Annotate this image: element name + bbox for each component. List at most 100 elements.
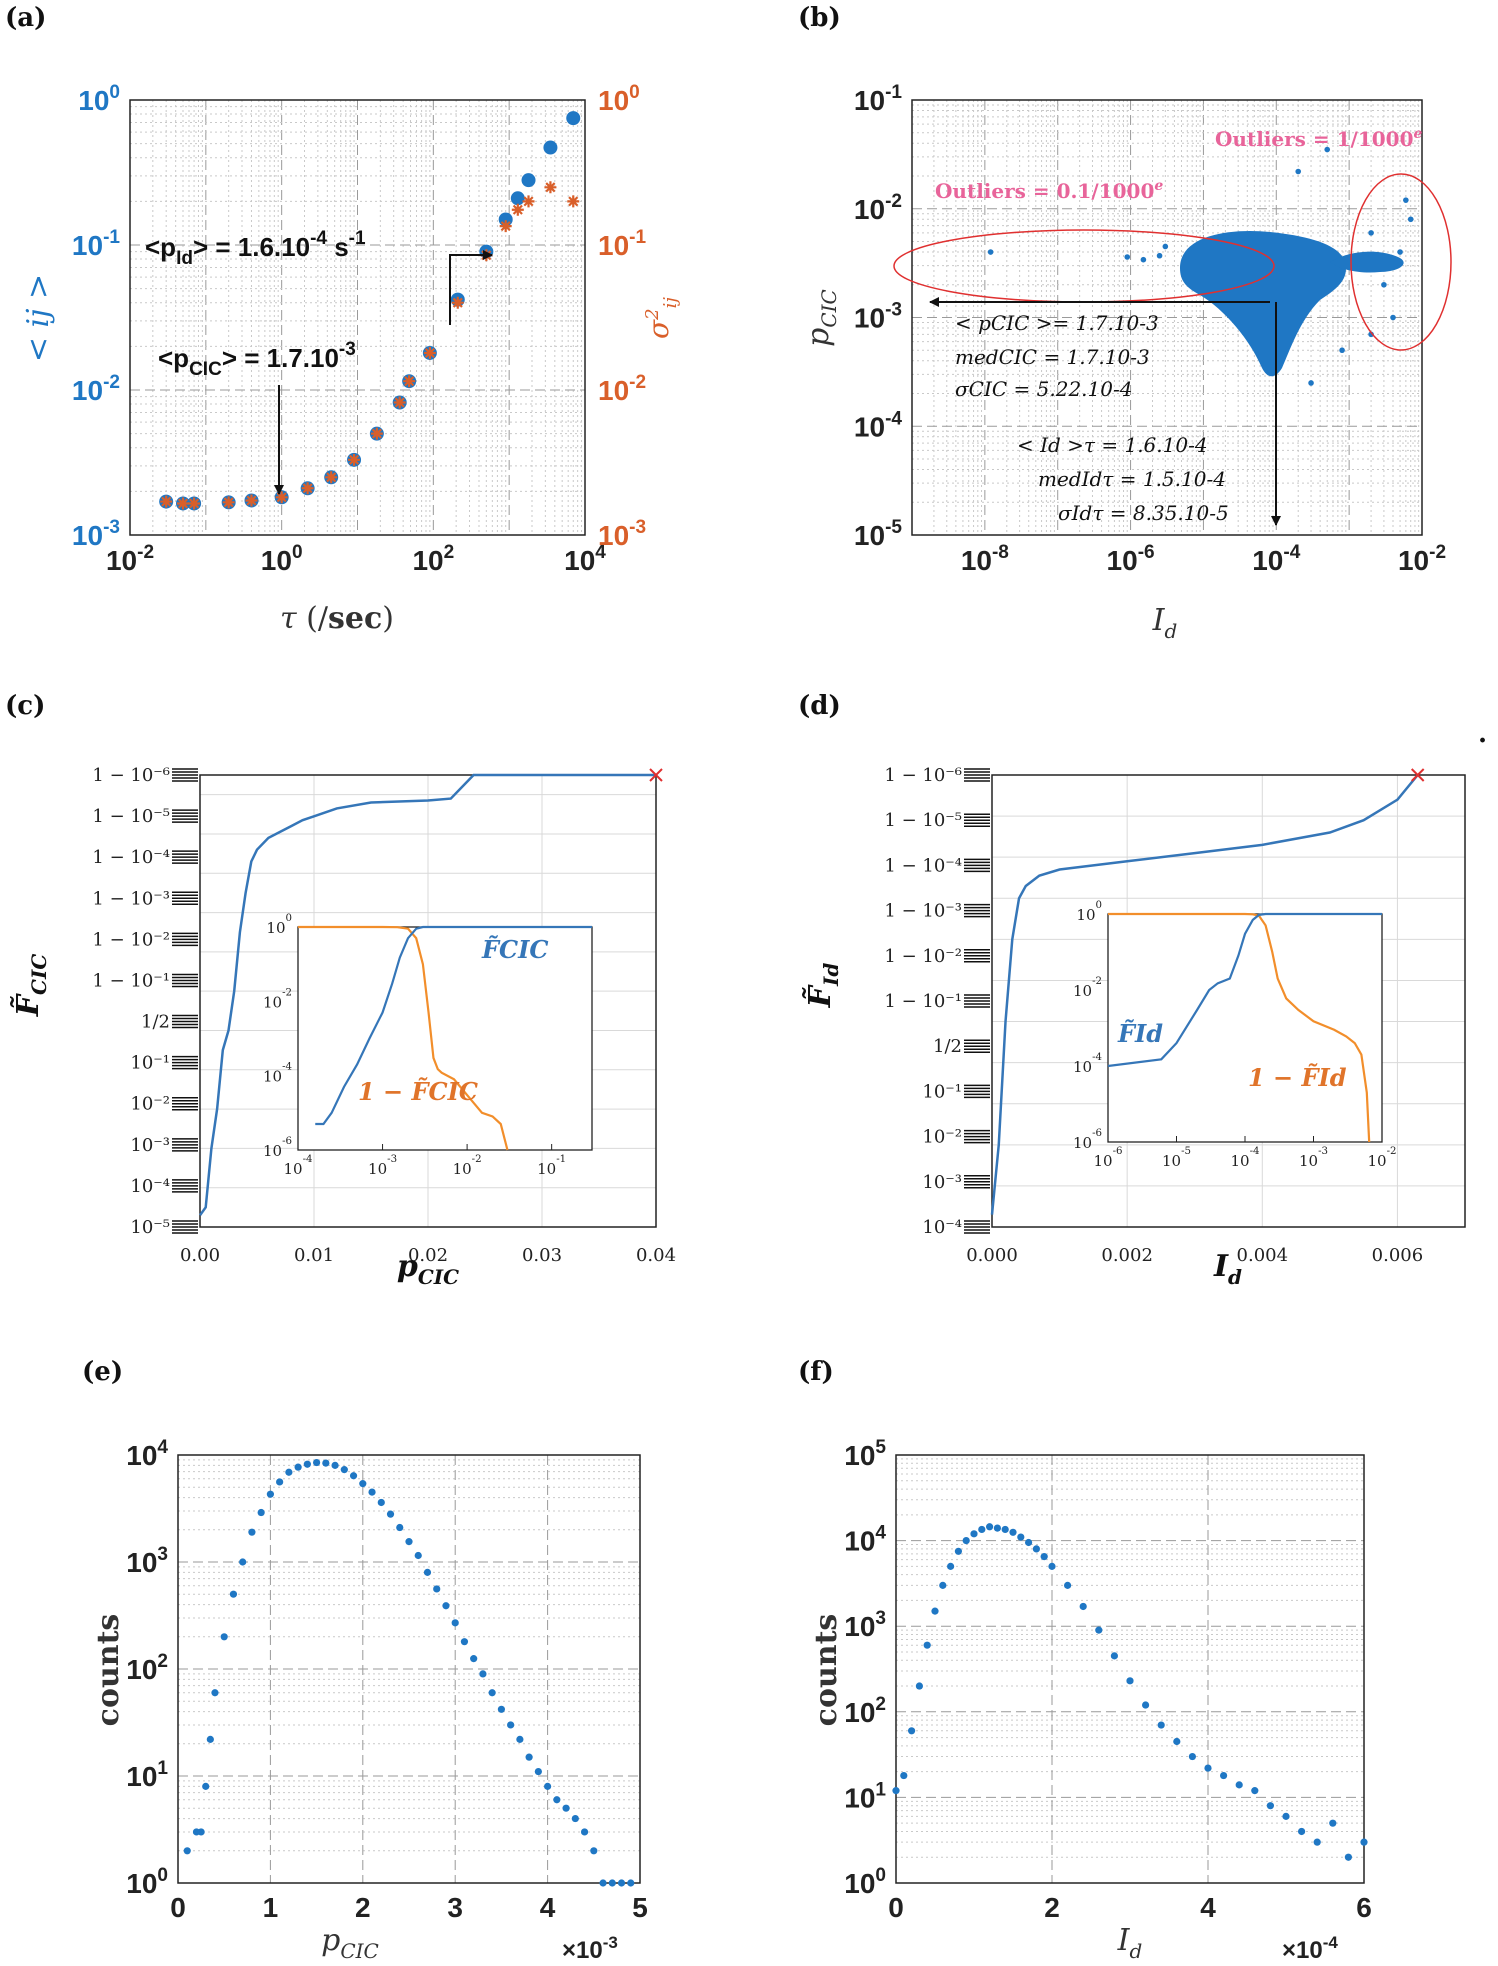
panel-d-chart: 0.000 0.002 0.004 0.006 1 − 10⁻⁶ 1 − 10⁻⁵ 1 − … xyxy=(803,765,1466,1289)
hist-point xyxy=(947,1562,955,1570)
x-tick-label: 2 xyxy=(1044,1892,1060,1923)
x-tick-label: 10-8 xyxy=(961,542,1009,576)
x-tick-label: 0 xyxy=(888,1892,904,1923)
point-sigma xyxy=(511,203,524,216)
y-tick-label: 1/2 xyxy=(141,1012,170,1033)
y-tick-label: 103 xyxy=(844,1608,886,1642)
point-sigma xyxy=(348,453,361,466)
inset-legend-ccdf: 1 − F̃Id xyxy=(1248,1063,1347,1092)
hist-point xyxy=(423,1568,432,1576)
hist-point xyxy=(915,1682,924,1690)
y-tick-label: 1 − 10⁻³ xyxy=(884,901,962,922)
cdf-line xyxy=(990,774,1419,1215)
hist-point xyxy=(970,1530,978,1538)
hist-point xyxy=(488,1689,496,1697)
hist-point xyxy=(285,1468,293,1476)
hist-point xyxy=(377,1498,385,1507)
hist-point xyxy=(939,1581,947,1589)
hist-point xyxy=(220,1633,228,1641)
hist-point xyxy=(544,1782,552,1790)
y-tick-label: 10⁻² xyxy=(922,1127,962,1148)
x-tick-label: 10-4 xyxy=(1252,542,1300,576)
point-sigma xyxy=(403,375,416,388)
hist-point xyxy=(599,1879,607,1887)
panel-c-ticks: 0.00 0.01 0.02 0.03 0.04 1 − 10⁻⁶ 1 − 10⁻⁵ 1 − … xyxy=(92,765,676,1266)
outlier-point xyxy=(1162,243,1169,250)
hist-point xyxy=(202,1782,210,1790)
inset-x-tick-label: 10-4 xyxy=(1230,1146,1259,1170)
y-tick-label: 1 − 10⁻⁴ xyxy=(92,847,170,868)
point-sigma xyxy=(245,494,258,507)
inset-frame xyxy=(1107,913,1383,1143)
hist-point xyxy=(497,1705,505,1713)
max-cross-mark xyxy=(1410,768,1425,782)
inset-x-tick-label: 10-6 xyxy=(1093,1146,1122,1170)
panel-e-ylabel: counts xyxy=(91,1614,126,1727)
y-tick-label: 1 − 10⁻⁶ xyxy=(884,765,962,786)
hist-point xyxy=(396,1523,404,1532)
outlier-point xyxy=(1295,168,1302,175)
inset-x-tick-label: 10-5 xyxy=(1162,1146,1191,1170)
hist-point xyxy=(349,1472,358,1480)
y-tick-label: 1 − 10⁻² xyxy=(884,946,962,967)
hist-point xyxy=(986,1523,994,1531)
hist-point xyxy=(479,1670,487,1678)
hist-point xyxy=(1220,1771,1228,1780)
outlier-point xyxy=(1140,256,1147,263)
hist-point xyxy=(313,1458,321,1467)
hist-point xyxy=(1079,1602,1087,1611)
hist-point xyxy=(1064,1581,1072,1589)
y-tick-label: 1 − 10⁻⁴ xyxy=(884,855,962,876)
stat-i-median: medIdτ = 1.5.10-4 xyxy=(1038,467,1226,491)
panel-label-f: (f) xyxy=(798,1357,834,1387)
hist-point xyxy=(340,1466,348,1474)
y-tick-label-right: 100 xyxy=(598,82,640,116)
point-sigma xyxy=(275,491,288,504)
panel-f-chart: 0 2 4 6 100 101 102 103 104 105 Id counts ×10-4 xyxy=(809,1437,1372,1964)
hist-point xyxy=(1360,1838,1368,1846)
panel-e-ticks: 0 1 2 3 4 5 100 101 102 103 104 xyxy=(126,1437,648,1923)
y-tick-label: 101 xyxy=(844,1779,886,1813)
hist-point xyxy=(1298,1827,1306,1836)
inset-x-tick-label: 10-3 xyxy=(1299,1146,1328,1170)
point-sigma xyxy=(544,181,557,194)
hist-point xyxy=(1017,1533,1025,1541)
x-tick-label: 0.000 xyxy=(966,1245,1018,1266)
hist-point xyxy=(978,1525,986,1534)
x-tick-label: 10-6 xyxy=(1107,542,1155,576)
hist-point xyxy=(1282,1812,1290,1820)
hist-point xyxy=(923,1641,931,1649)
hist-point xyxy=(239,1558,247,1566)
outlier-point xyxy=(1124,254,1131,260)
point-sigma xyxy=(370,427,383,440)
hist-point xyxy=(1142,1701,1150,1709)
x-tick-label: 3 xyxy=(447,1892,463,1923)
y-tick-label: 105 xyxy=(844,1437,886,1471)
panel-f-ticks: 0 2 4 6 100 101 102 103 104 105 xyxy=(844,1437,1372,1923)
inset-x-tick-label: 10-4 xyxy=(283,1154,312,1178)
panel-e-chart: 0 1 2 3 4 5 100 101 102 103 104 pCIC counts ×10-3 xyxy=(91,1437,648,1964)
hist-point xyxy=(931,1607,939,1615)
hist-point xyxy=(993,1524,1002,1532)
panel-d-ticks: 0.000 0.002 0.004 0.006 1 − 10⁻⁶ 1 − 10⁻⁵ 1 − … xyxy=(884,765,1423,1266)
panel-f-marks xyxy=(892,1523,1368,1861)
hist-point xyxy=(368,1488,376,1496)
point-sigma xyxy=(301,482,314,495)
stray-dot: . xyxy=(1478,719,1487,749)
y-tick-label-left: 10-3 xyxy=(72,517,120,551)
y-tick-label: 10⁻³ xyxy=(130,1135,170,1156)
x-tick-label: 5 xyxy=(632,1892,648,1923)
inset-frame xyxy=(297,926,593,1151)
x-tick-label: 4 xyxy=(540,1892,556,1923)
y-tick-label: 103 xyxy=(126,1544,168,1578)
panel-f-ylabel: counts xyxy=(809,1614,844,1727)
panel-c-ylabel: F̃CIC xyxy=(11,954,51,1018)
inset-legend-cdf: F̃CIC xyxy=(481,935,548,964)
y-tick-label: 10⁻⁴ xyxy=(130,1176,170,1197)
hist-point xyxy=(1235,1781,1243,1789)
x-tick-label: 100 xyxy=(261,542,303,576)
outliers-label-2: Outliers = 0.1/1000e xyxy=(935,178,1163,203)
inset-cdf-line xyxy=(1107,912,1382,1068)
panel-label-d: (d) xyxy=(798,691,841,721)
outlier-point xyxy=(1397,249,1403,255)
